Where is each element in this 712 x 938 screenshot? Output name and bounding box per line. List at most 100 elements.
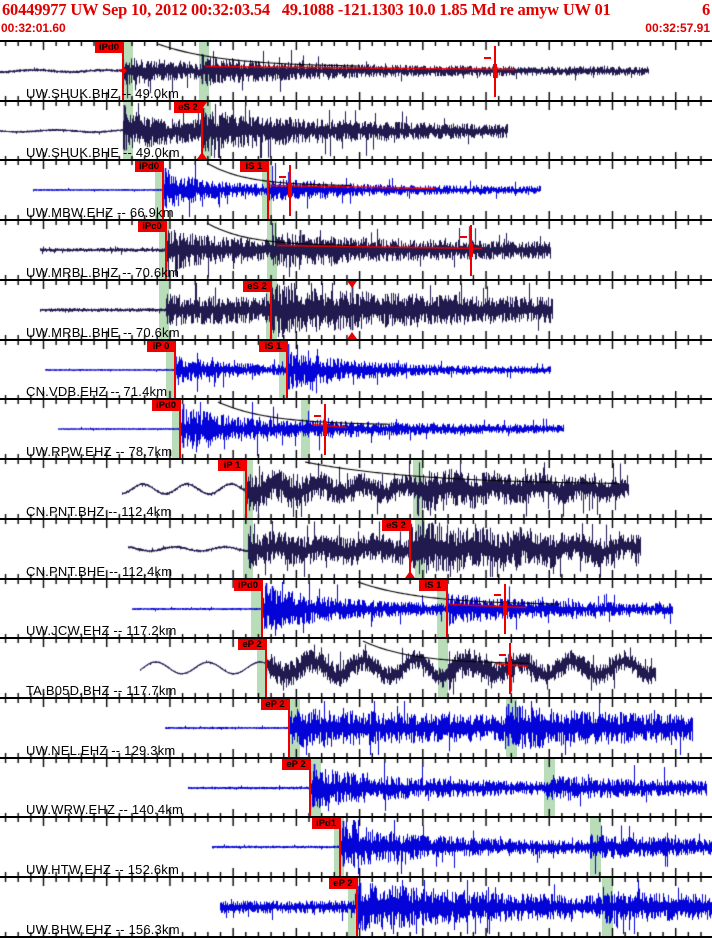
waveform[interactable]	[0, 818, 712, 877]
trace-panel[interactable]: eS 2 CN.PNT.BHE -- 112.4km	[0, 517, 712, 579]
pick-line[interactable]	[261, 579, 263, 638]
station-label: TA.B05D.BHZ -- 117.7km	[26, 683, 177, 699]
pick-line[interactable]	[179, 400, 181, 459]
amplitude-triangle-icon	[197, 152, 207, 160]
trace-panel[interactable]: eP 2 UW.WRW.EHZ -- 140.4km	[0, 756, 712, 818]
pick-flag[interactable]: eP 2	[329, 878, 357, 890]
station-label: UW.HTW.EHZ -- 152.6km	[26, 862, 179, 878]
header: 60449977 UW Sep 10, 2012 00:32:03.54 49.…	[0, 0, 712, 40]
trace-panel[interactable]: iPd0 iS 1 UW.JCW.EHZ -- 117.2km	[0, 577, 712, 639]
waveform[interactable]	[0, 221, 712, 280]
waveform[interactable]	[0, 579, 712, 638]
pick-flag[interactable]: iPd0	[234, 579, 262, 591]
trace-panel[interactable]: iPd0 UW.SHUK.BHZ -- 49.0km	[0, 40, 712, 101]
pick-line[interactable]	[409, 519, 411, 578]
amplitude-cross-marker	[494, 580, 513, 638]
pick-flag[interactable]: iPd0	[95, 42, 123, 53]
marker-dash	[499, 654, 506, 657]
pick-line[interactable]	[165, 221, 167, 279]
pick-line[interactable]	[339, 818, 341, 877]
waveform[interactable]	[0, 101, 712, 160]
amplitude-triangle-icon	[347, 280, 357, 288]
amplitude-cross-marker	[279, 161, 298, 219]
station-label: UW.WRW.EHZ -- 140.4km	[26, 802, 184, 818]
trace-panel[interactable]: iPd0 UW.RPW.EHZ -- 78.7km	[0, 398, 712, 460]
waveform[interactable]	[0, 639, 712, 698]
time-range: 00:32:01.60 00:32:57.91	[1, 21, 710, 35]
window-end-time: 00:32:57.91	[645, 21, 710, 35]
pick-line[interactable]	[265, 639, 267, 698]
station-label: CN.PNT.BHE -- 112.4km	[26, 563, 173, 579]
event-title: 60449977 UW Sep 10, 2012 00:32:03.54 49.…	[2, 0, 710, 20]
trace-panel[interactable]: eS 2 UW.MRBL.BHE -- 70.6km	[0, 278, 712, 340]
waveform[interactable]	[0, 758, 712, 817]
station-label: UW.SHUK.BHZ -- 49.0km	[26, 85, 179, 101]
station-label: CN.VDB.EHZ -- 71.4km	[26, 384, 168, 400]
pick-line[interactable]	[356, 878, 358, 936]
marker-dash	[460, 236, 467, 239]
amplitude-triangle-icon	[197, 101, 207, 109]
waveform[interactable]	[0, 280, 712, 339]
pick-flag[interactable]: iPd1	[312, 818, 340, 830]
trace-panel[interactable]: eP 2 TA.B05D.BHZ -- 117.7km	[0, 637, 712, 699]
trace-panel[interactable]: iP 0 iS 1 CN.VDB.EHZ -- 71.4km	[0, 338, 712, 400]
trace-panel[interactable]: eP 2 UW.BHW.EHZ -- 156.3km	[0, 876, 712, 938]
trace-panel[interactable]: iPc0 UW.MRBL.BHZ -- 70.6km	[0, 219, 712, 280]
pick-flag[interactable]: iS 1	[259, 340, 287, 352]
marker-dash	[484, 56, 491, 59]
pick-flag[interactable]: iPd0	[135, 161, 163, 173]
pick-flag[interactable]: iP 1	[218, 460, 246, 472]
marker-bar	[469, 243, 473, 258]
trace-panel[interactable]: eP 2 UW.NEL.EHZ -- 129.3km	[0, 697, 712, 758]
pick-flag[interactable]: iP 0	[147, 340, 175, 352]
trace-panel[interactable]: iP 1 CN.PNT.BHZ -- 112.4km	[0, 458, 712, 519]
event-summary-text: 60449977 UW Sep 10, 2012 00:32:03.54 49.…	[2, 0, 611, 19]
pick-flag[interactable]: eS 2	[174, 101, 202, 113]
waveform[interactable]	[0, 699, 712, 758]
event-count: 6	[701, 0, 710, 19]
pick-line[interactable]	[309, 758, 311, 817]
station-label: UW.SHUK.BHE -- 49.0km	[26, 145, 180, 161]
waveform[interactable]	[0, 519, 712, 578]
amplitude-cross-marker	[499, 639, 518, 697]
waveform[interactable]	[0, 340, 712, 399]
marker-bar	[503, 601, 507, 616]
pick-flag[interactable]: iPc0	[138, 221, 166, 233]
pick-line[interactable]	[245, 460, 247, 518]
pick-flag[interactable]: eS 2	[382, 519, 410, 531]
amplitude-triangle-icon	[405, 570, 415, 578]
marker-bar	[493, 63, 497, 78]
pick-line[interactable]	[267, 161, 269, 220]
marker-bar	[323, 422, 327, 437]
waveform[interactable]	[0, 161, 712, 220]
marker-dash	[279, 176, 286, 179]
pick-line[interactable]	[201, 101, 203, 160]
amplitude-cross-marker	[314, 400, 333, 458]
amplitude-cross-marker	[460, 221, 479, 279]
pick-flag[interactable]: eP 2	[238, 639, 266, 651]
trace-panel[interactable]: eS 2 UW.SHUK.BHE -- 49.0km	[0, 99, 712, 161]
pick-flag[interactable]: eS 2	[243, 280, 271, 292]
marker-bar	[288, 183, 292, 198]
pick-flag[interactable]: iS 1	[240, 161, 268, 173]
waveform[interactable]	[0, 460, 712, 519]
pick-flag[interactable]: iS 1	[419, 579, 447, 591]
pick-flag[interactable]: eP 2	[261, 699, 289, 711]
pick-line[interactable]	[270, 280, 272, 339]
pick-flag[interactable]: eP 2	[282, 758, 310, 770]
pick-line[interactable]	[446, 579, 448, 638]
station-label: UW.RPW.EHZ -- 78.7km	[26, 444, 173, 460]
waveform[interactable]	[0, 400, 712, 459]
pick-line[interactable]	[288, 699, 290, 757]
trace-panel[interactable]: iPd1 UW.HTW.EHZ -- 152.6km	[0, 816, 712, 878]
station-label: UW.JCW.EHZ -- 117.2km	[26, 623, 177, 639]
pick-line[interactable]	[174, 340, 176, 399]
pick-line[interactable]	[286, 340, 288, 399]
station-label: CN.PNT.BHZ -- 112.4km	[26, 503, 172, 519]
pick-line[interactable]	[162, 161, 164, 220]
amplitude-cross-marker	[484, 42, 503, 100]
trace-panel[interactable]: iPd0 iS 1 UW.MBW.EHZ -- 66.9km	[0, 159, 712, 220]
pick-flag[interactable]: iPd0	[152, 400, 180, 412]
trace-area[interactable]: iPd0 UW.SHUK.BHZ -- 49.0km eS 2 UW.SHUK.BHE…	[0, 40, 712, 938]
station-label: UW.BHW.EHZ -- 156.3km	[26, 921, 180, 937]
